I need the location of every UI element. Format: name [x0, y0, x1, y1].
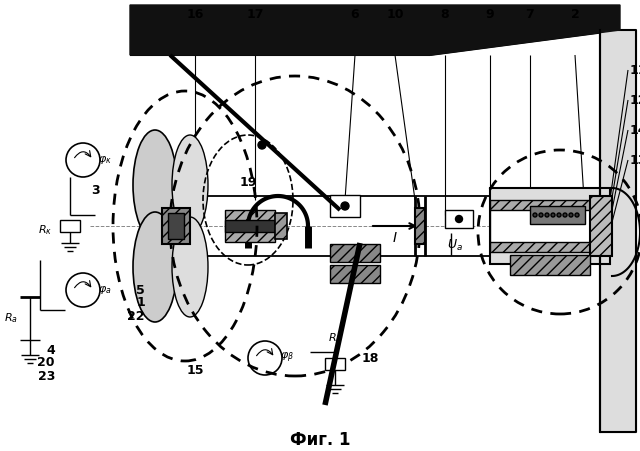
Text: Фиг. 1: Фиг. 1 [290, 431, 350, 449]
Bar [60, 220, 80, 232]
Bar [225, 210, 275, 242]
Bar [490, 210, 610, 242]
Text: 11: 11 [630, 64, 640, 77]
Circle shape [557, 213, 561, 217]
Text: 14: 14 [630, 124, 640, 137]
Text: 23: 23 [38, 369, 55, 382]
Circle shape [575, 213, 579, 217]
Circle shape [551, 213, 555, 217]
Text: $\varphi_\kappa$: $\varphi_\kappa$ [98, 154, 112, 166]
Polygon shape [130, 5, 620, 55]
Text: 17: 17 [246, 9, 264, 22]
Text: 8: 8 [441, 9, 449, 22]
Ellipse shape [133, 212, 177, 322]
Bar [530, 206, 585, 224]
Text: 4: 4 [46, 344, 55, 356]
Bar [325, 358, 345, 370]
Text: $\varphi_a$: $\varphi_a$ [98, 284, 112, 296]
Text: 12: 12 [630, 93, 640, 106]
Bar [225, 220, 275, 232]
Text: $R_\kappa$: $R_\kappa$ [38, 223, 52, 237]
Text: $U_a$: $U_a$ [447, 237, 463, 253]
Bar [168, 213, 184, 239]
Circle shape [539, 213, 543, 217]
Text: 7: 7 [525, 9, 534, 22]
Text: $\varphi_\beta$: $\varphi_\beta$ [280, 351, 294, 365]
Text: 1: 1 [136, 296, 145, 309]
Text: 19: 19 [239, 175, 257, 189]
Bar [275, 213, 287, 239]
Ellipse shape [172, 217, 208, 317]
Text: 18: 18 [362, 351, 379, 364]
Ellipse shape [133, 130, 177, 240]
Text: $R_\beta$: $R_\beta$ [328, 332, 342, 348]
Text: 22: 22 [127, 309, 145, 322]
Bar [162, 208, 190, 244]
Polygon shape [600, 30, 636, 432]
Bar [490, 188, 610, 264]
Text: 3: 3 [91, 184, 99, 197]
Circle shape [569, 213, 573, 217]
Circle shape [533, 213, 537, 217]
Bar [330, 244, 380, 262]
Bar [415, 208, 425, 244]
Text: 2: 2 [571, 9, 579, 22]
Text: 15: 15 [186, 364, 204, 377]
Circle shape [341, 202, 349, 210]
Text: 20: 20 [38, 356, 55, 369]
Circle shape [456, 216, 463, 222]
Text: 9: 9 [486, 9, 494, 22]
Circle shape [563, 213, 567, 217]
Text: $R_a$: $R_a$ [4, 311, 18, 325]
Text: 5: 5 [136, 284, 145, 296]
Bar [445, 210, 473, 228]
Text: 6: 6 [351, 9, 359, 22]
Bar [490, 200, 610, 252]
Text: 16: 16 [186, 9, 204, 22]
Bar [510, 255, 590, 275]
Bar [330, 265, 380, 283]
Circle shape [545, 213, 549, 217]
Text: 10: 10 [387, 9, 404, 22]
Ellipse shape [172, 135, 208, 235]
Circle shape [258, 141, 266, 149]
Text: $I$: $I$ [392, 231, 398, 245]
Bar [590, 196, 612, 256]
Bar [330, 195, 360, 217]
Text: 13: 13 [630, 153, 640, 166]
